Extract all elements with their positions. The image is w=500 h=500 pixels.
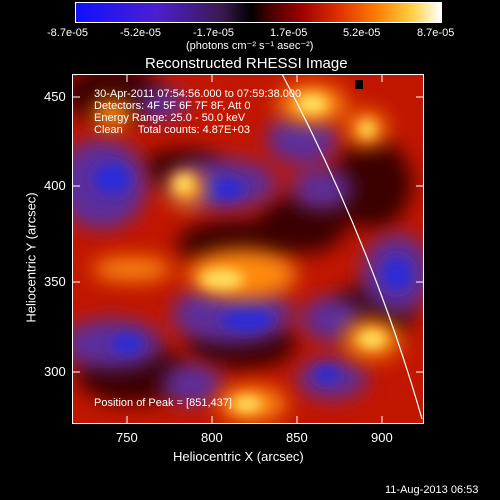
colorbar-tick: 8.7e-05 xyxy=(417,27,455,39)
x-tick-label: 750 xyxy=(116,430,138,445)
info-detectors: Detectors: 4F 5F 6F 7F 8F, Att 0 xyxy=(94,100,251,112)
x-tick-label: 900 xyxy=(371,430,393,445)
x-axis-title: Heliocentric X (arcsec) xyxy=(173,449,304,464)
rhessi-image xyxy=(72,74,424,424)
y-axis-title: Heliocentric Y (arcsec) xyxy=(23,192,39,323)
plot-title: Reconstructed RHESSI Image xyxy=(145,55,348,72)
colorbar-tick: 1.7e-05 xyxy=(270,27,308,39)
x-tick-label: 850 xyxy=(286,430,308,445)
info-peak-position: Position of Peak = [851,437] xyxy=(94,397,232,409)
solar-limb-line xyxy=(281,74,423,420)
colorbar-tick: 5.2e-05 xyxy=(343,27,381,39)
generated-timestamp: 11-Aug-2013 06:53 xyxy=(385,484,479,496)
peak-marker xyxy=(355,80,363,89)
info-energy-range: Energy Range: 25.0 - 50.0 keV xyxy=(94,112,246,124)
colorbar-tick: -1.7e-05 xyxy=(193,27,234,39)
info-clean-counts: Clean Total counts: 4.87E+03 xyxy=(94,124,251,136)
rhessi-image-frame xyxy=(72,74,424,424)
info-time-range: 30-Apr-2011 07:54:56.000 to 07:59:38.000 xyxy=(94,88,302,100)
colorbar-tick: -5.2e-05 xyxy=(120,27,161,39)
y-tick-label: 300 xyxy=(44,364,66,379)
colorbar xyxy=(75,2,442,23)
x-tick-label: 800 xyxy=(201,430,223,445)
colorbar-tick: -8.7e-05 xyxy=(47,27,88,39)
y-tick-label: 400 xyxy=(44,178,66,193)
y-tick-label: 450 xyxy=(44,89,66,104)
colorbar-unit-label: (photons cm⁻² s⁻¹ asec⁻²) xyxy=(186,40,314,52)
y-tick-label: 350 xyxy=(44,274,66,289)
